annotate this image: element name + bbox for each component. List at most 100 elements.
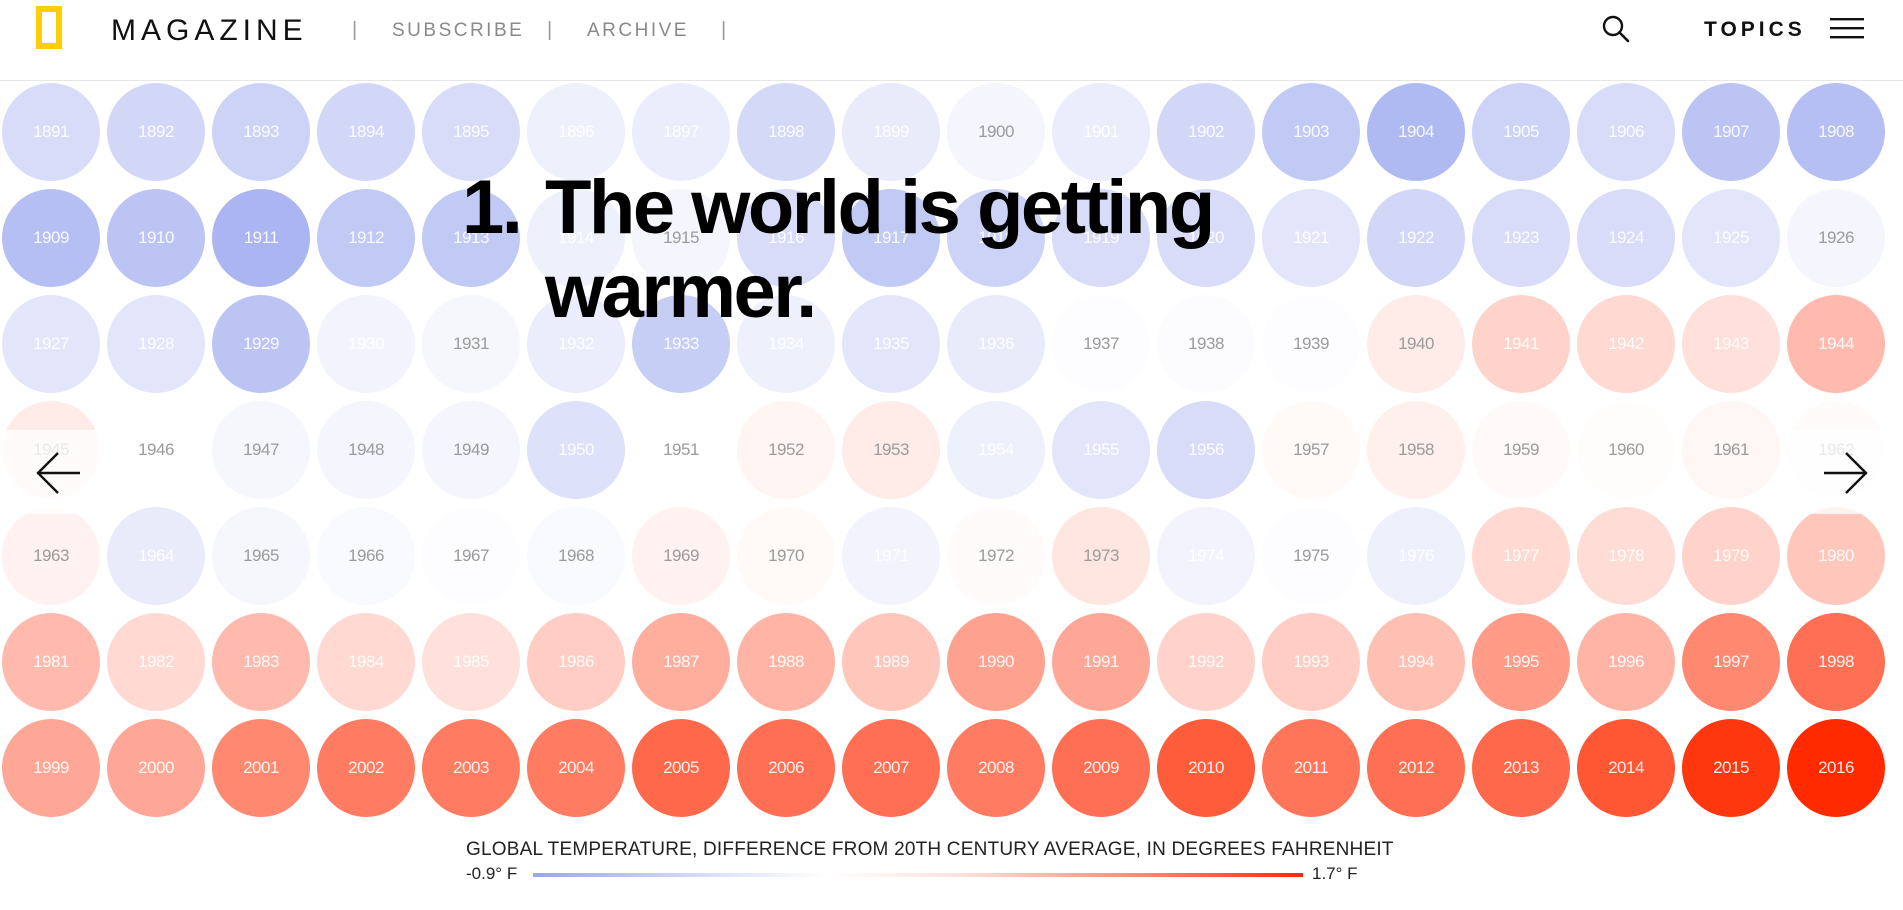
year-circle-1891[interactable]: 1891 xyxy=(2,83,100,181)
year-circle-1997[interactable]: 1997 xyxy=(1682,613,1780,711)
year-circle-1955[interactable]: 1955 xyxy=(1052,401,1150,499)
year-circle-1990[interactable]: 1990 xyxy=(947,613,1045,711)
year-circle-1924[interactable]: 1924 xyxy=(1577,189,1675,287)
year-circle-1944[interactable]: 1944 xyxy=(1787,295,1885,393)
year-circle-1996[interactable]: 1996 xyxy=(1577,613,1675,711)
year-circle-1916[interactable]: 1916 xyxy=(737,189,835,287)
year-circle-1968[interactable]: 1968 xyxy=(527,507,625,605)
year-circle-1920[interactable]: 1920 xyxy=(1157,189,1255,287)
year-circle-1970[interactable]: 1970 xyxy=(737,507,835,605)
year-circle-1979[interactable]: 1979 xyxy=(1682,507,1780,605)
year-circle-1900[interactable]: 1900 xyxy=(947,83,1045,181)
year-circle-1911[interactable]: 1911 xyxy=(212,189,310,287)
year-circle-1984[interactable]: 1984 xyxy=(317,613,415,711)
year-circle-1912[interactable]: 1912 xyxy=(317,189,415,287)
year-circle-1934[interactable]: 1934 xyxy=(737,295,835,393)
year-circle-1982[interactable]: 1982 xyxy=(107,613,205,711)
year-circle-1932[interactable]: 1932 xyxy=(527,295,625,393)
year-circle-2005[interactable]: 2005 xyxy=(632,719,730,817)
year-circle-2001[interactable]: 2001 xyxy=(212,719,310,817)
year-circle-1907[interactable]: 1907 xyxy=(1682,83,1780,181)
year-circle-2013[interactable]: 2013 xyxy=(1472,719,1570,817)
year-circle-1933[interactable]: 1933 xyxy=(632,295,730,393)
year-circle-1961[interactable]: 1961 xyxy=(1682,401,1780,499)
year-circle-1902[interactable]: 1902 xyxy=(1157,83,1255,181)
year-circle-1977[interactable]: 1977 xyxy=(1472,507,1570,605)
nav-subscribe-link[interactable]: SUBSCRIBE xyxy=(392,20,525,41)
year-circle-1925[interactable]: 1925 xyxy=(1682,189,1780,287)
year-circle-1965[interactable]: 1965 xyxy=(212,507,310,605)
year-circle-1895[interactable]: 1895 xyxy=(422,83,520,181)
year-circle-1892[interactable]: 1892 xyxy=(107,83,205,181)
year-circle-1978[interactable]: 1978 xyxy=(1577,507,1675,605)
year-circle-1938[interactable]: 1938 xyxy=(1157,295,1255,393)
year-circle-2009[interactable]: 2009 xyxy=(1052,719,1150,817)
year-circle-1953[interactable]: 1953 xyxy=(842,401,940,499)
year-circle-1913[interactable]: 1913 xyxy=(422,189,520,287)
year-circle-1919[interactable]: 1919 xyxy=(1052,189,1150,287)
year-circle-1937[interactable]: 1937 xyxy=(1052,295,1150,393)
topics-button[interactable]: TOPICS xyxy=(1704,18,1806,41)
year-circle-1914[interactable]: 1914 xyxy=(527,189,625,287)
year-circle-2002[interactable]: 2002 xyxy=(317,719,415,817)
year-circle-1951[interactable]: 1951 xyxy=(632,401,730,499)
year-circle-1918[interactable]: 1918 xyxy=(947,189,1045,287)
year-circle-2015[interactable]: 2015 xyxy=(1682,719,1780,817)
year-circle-1943[interactable]: 1943 xyxy=(1682,295,1780,393)
year-circle-1966[interactable]: 1966 xyxy=(317,507,415,605)
year-circle-1896[interactable]: 1896 xyxy=(527,83,625,181)
year-circle-1898[interactable]: 1898 xyxy=(737,83,835,181)
year-circle-1981[interactable]: 1981 xyxy=(2,613,100,711)
year-circle-1964[interactable]: 1964 xyxy=(107,507,205,605)
year-circle-1946[interactable]: 1946 xyxy=(107,401,205,499)
year-circle-1980[interactable]: 1980 xyxy=(1787,507,1885,605)
year-circle-1987[interactable]: 1987 xyxy=(632,613,730,711)
year-circle-1905[interactable]: 1905 xyxy=(1472,83,1570,181)
year-circle-1958[interactable]: 1958 xyxy=(1367,401,1465,499)
year-circle-1952[interactable]: 1952 xyxy=(737,401,835,499)
year-circle-1969[interactable]: 1969 xyxy=(632,507,730,605)
year-circle-1950[interactable]: 1950 xyxy=(527,401,625,499)
year-circle-1922[interactable]: 1922 xyxy=(1367,189,1465,287)
year-circle-1927[interactable]: 1927 xyxy=(2,295,100,393)
year-circle-1989[interactable]: 1989 xyxy=(842,613,940,711)
year-circle-1972[interactable]: 1972 xyxy=(947,507,1045,605)
year-circle-1985[interactable]: 1985 xyxy=(422,613,520,711)
year-circle-2008[interactable]: 2008 xyxy=(947,719,1045,817)
year-circle-1915[interactable]: 1915 xyxy=(632,189,730,287)
year-circle-1939[interactable]: 1939 xyxy=(1262,295,1360,393)
year-circle-2000[interactable]: 2000 xyxy=(107,719,205,817)
nav-archive-link[interactable]: ARCHIVE xyxy=(587,20,689,41)
year-circle-1917[interactable]: 1917 xyxy=(842,189,940,287)
year-circle-1947[interactable]: 1947 xyxy=(212,401,310,499)
year-circle-2012[interactable]: 2012 xyxy=(1367,719,1465,817)
year-circle-1992[interactable]: 1992 xyxy=(1157,613,1255,711)
year-circle-2004[interactable]: 2004 xyxy=(527,719,625,817)
year-circle-2003[interactable]: 2003 xyxy=(422,719,520,817)
year-circle-1988[interactable]: 1988 xyxy=(737,613,835,711)
year-circle-1893[interactable]: 1893 xyxy=(212,83,310,181)
year-circle-1930[interactable]: 1930 xyxy=(317,295,415,393)
year-circle-2016[interactable]: 2016 xyxy=(1787,719,1885,817)
year-circle-1956[interactable]: 1956 xyxy=(1157,401,1255,499)
search-icon[interactable] xyxy=(1599,12,1633,46)
year-circle-1957[interactable]: 1957 xyxy=(1262,401,1360,499)
year-circle-1941[interactable]: 1941 xyxy=(1472,295,1570,393)
year-circle-1954[interactable]: 1954 xyxy=(947,401,1045,499)
year-circle-1926[interactable]: 1926 xyxy=(1787,189,1885,287)
year-circle-1940[interactable]: 1940 xyxy=(1367,295,1465,393)
year-circle-1975[interactable]: 1975 xyxy=(1262,507,1360,605)
year-circle-1971[interactable]: 1971 xyxy=(842,507,940,605)
year-circle-1967[interactable]: 1967 xyxy=(422,507,520,605)
year-circle-1906[interactable]: 1906 xyxy=(1577,83,1675,181)
year-circle-1998[interactable]: 1998 xyxy=(1787,613,1885,711)
year-circle-1999[interactable]: 1999 xyxy=(2,719,100,817)
year-circle-1929[interactable]: 1929 xyxy=(212,295,310,393)
year-circle-2007[interactable]: 2007 xyxy=(842,719,940,817)
year-circle-1899[interactable]: 1899 xyxy=(842,83,940,181)
year-circle-2010[interactable]: 2010 xyxy=(1157,719,1255,817)
year-circle-1974[interactable]: 1974 xyxy=(1157,507,1255,605)
year-circle-1942[interactable]: 1942 xyxy=(1577,295,1675,393)
year-circle-1904[interactable]: 1904 xyxy=(1367,83,1465,181)
hamburger-menu-icon[interactable] xyxy=(1830,14,1864,44)
